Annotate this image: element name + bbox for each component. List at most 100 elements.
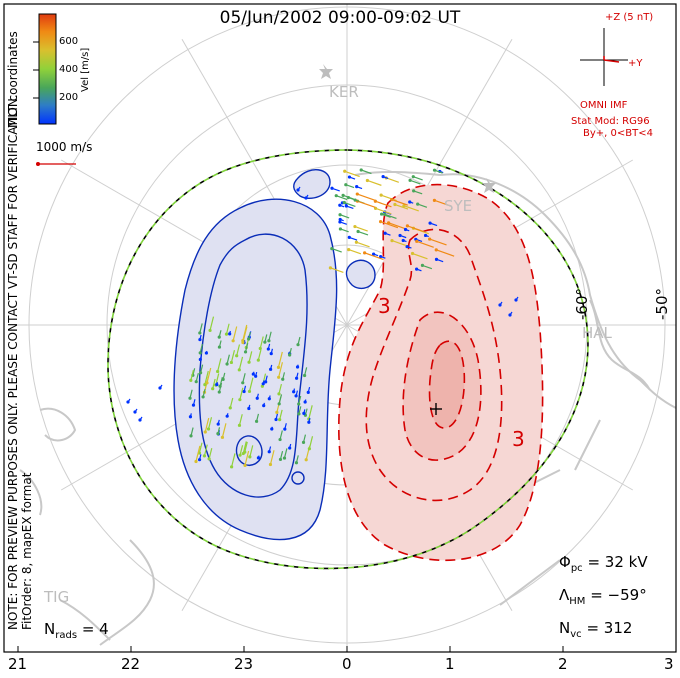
- vector-origin: [238, 398, 242, 402]
- stat-lambda-value: = −59°: [590, 586, 647, 604]
- vector-origin: [363, 251, 367, 255]
- velocity-vector: [232, 326, 238, 341]
- negative-small-cell-2: [345, 259, 376, 290]
- vector-origin: [238, 453, 242, 457]
- velocity-vector: [248, 351, 253, 363]
- vector-origin: [296, 343, 300, 347]
- vector-origin: [246, 337, 251, 341]
- vector-origin: [204, 351, 208, 355]
- vector-origin: [405, 224, 410, 228]
- vector-origin: [198, 351, 202, 355]
- vector-origin: [138, 418, 142, 422]
- vector-origin: [229, 360, 234, 365]
- velocity-vector: [195, 445, 201, 462]
- velocity-vector: [259, 336, 264, 349]
- vector-origin: [218, 384, 222, 388]
- vector-origin: [390, 238, 394, 243]
- vector-origin: [243, 463, 247, 467]
- vector-origin: [269, 352, 273, 356]
- vector-origin: [202, 454, 207, 458]
- latitude-label-60: -60°: [573, 288, 591, 320]
- positive-contour-2: [365, 228, 503, 502]
- velocity-vector: [416, 240, 434, 248]
- vector-origin: [380, 212, 384, 216]
- negative-potential-cell: [173, 169, 376, 541]
- vector-origin: [237, 368, 241, 372]
- vector-origin: [297, 402, 301, 406]
- velocity-vector: [242, 441, 247, 454]
- vector-origin: [264, 380, 268, 384]
- velocity-vector: [308, 436, 314, 449]
- station-label-tig: TIG: [44, 588, 70, 606]
- vector-origin: [295, 365, 300, 369]
- vector-origin: [198, 331, 202, 335]
- stat-lambda-sub: HM: [569, 596, 586, 607]
- stat-nrads-symbol: N: [44, 620, 56, 638]
- vector-origin: [344, 183, 348, 187]
- vector-origin: [334, 194, 338, 198]
- vector-origin: [304, 196, 308, 200]
- vector-origin: [191, 403, 196, 407]
- vector-origin: [266, 347, 270, 351]
- vector-origin: [215, 383, 219, 387]
- vector-origin: [267, 339, 271, 343]
- velocity-vector: [413, 176, 423, 181]
- imf-condition: By+, 0<BT<4: [583, 128, 653, 139]
- mlt-tick-1: 1: [445, 655, 455, 673]
- vector-origin: [228, 406, 232, 410]
- vector-origin: [268, 462, 273, 467]
- velocity-vector: [357, 200, 376, 208]
- stat-nvc-sub: vc: [570, 629, 582, 640]
- vector-origin: [408, 200, 412, 204]
- vector-origin: [294, 376, 299, 380]
- vector-origin: [258, 346, 262, 351]
- vector-origin: [410, 251, 415, 256]
- velocity-vector: [417, 203, 428, 208]
- vector-origin: [203, 430, 207, 434]
- vector-origin: [379, 220, 383, 224]
- velocity-vector: [344, 201, 356, 207]
- vector-origin: [217, 390, 221, 394]
- vector-origin: [282, 456, 287, 460]
- stat-nvc-symbol: N: [559, 619, 571, 637]
- vector-origin: [267, 397, 271, 401]
- vector-origin: [194, 380, 198, 384]
- vector-origin: [301, 440, 306, 444]
- vector-origin: [412, 189, 416, 193]
- velocity-vector: [238, 414, 243, 426]
- vector-origin: [256, 358, 260, 362]
- velocity-vector: [380, 194, 397, 202]
- velocity-vector: [199, 323, 203, 334]
- vector-origin: [247, 406, 251, 411]
- vector-origin: [228, 332, 232, 336]
- velocity-vector: [361, 169, 372, 175]
- vector-origin: [434, 248, 438, 252]
- vector-origin: [393, 202, 397, 207]
- velocity-vector: [367, 179, 382, 186]
- vector-origin: [415, 239, 419, 243]
- colorbar-tick-400: 400: [59, 64, 79, 75]
- vector-origin: [158, 386, 162, 390]
- vector-origin: [330, 186, 334, 190]
- vector-origin: [211, 387, 215, 391]
- velocity-vector: [230, 350, 236, 363]
- vector-origin: [338, 227, 343, 231]
- vector-origin: [342, 200, 346, 205]
- mlt-tick-22: 22: [121, 655, 141, 673]
- velocity-vector: [308, 405, 313, 420]
- velocity-vector: [231, 453, 236, 467]
- reference-vector-label: 1000 m/s: [36, 140, 93, 154]
- velocity-vector: [238, 356, 244, 370]
- vector-origin: [251, 372, 255, 376]
- velocity-vector: [239, 445, 244, 456]
- velocity-vector: [190, 370, 194, 381]
- velocity-vector: [283, 448, 288, 459]
- vector-origin: [270, 427, 274, 431]
- map-title: 05/Jun/2002 09:00-09:02 UT: [219, 8, 461, 28]
- vector-origin: [201, 395, 205, 399]
- stat-phi-value: = 32 kV: [587, 553, 648, 571]
- velocity-vector: [330, 267, 344, 273]
- vector-origin: [260, 384, 264, 388]
- vector-origin: [415, 267, 419, 271]
